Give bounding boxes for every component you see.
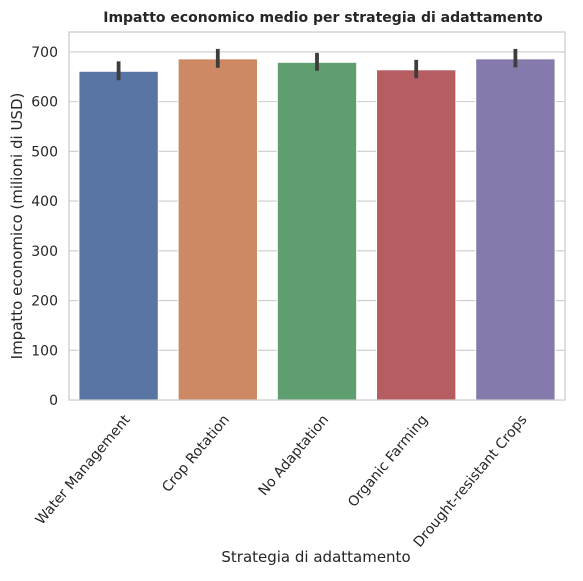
x-tick-label: No Adaptation — [256, 412, 333, 499]
y-tick-label: 400 — [31, 194, 58, 210]
bar — [78, 70, 159, 401]
bar — [376, 69, 457, 401]
x-tick-labels: Water Management Crop Rotation No Adaptati… — [33, 412, 531, 551]
bar — [177, 58, 258, 401]
x-tick-label: Crop Rotation — [159, 412, 233, 496]
y-tick-label: 500 — [31, 144, 58, 160]
y-tick-label: 300 — [31, 244, 58, 260]
x-tick-label: Drought-resistant Crops — [411, 412, 531, 550]
error-bars — [116, 48, 518, 81]
plot-frame — [68, 31, 566, 401]
y-tick-label: 700 — [31, 45, 58, 61]
y-tick-label: 0 — [49, 393, 58, 409]
x-tick-label: Organic Farming — [345, 412, 431, 510]
bar — [276, 61, 358, 401]
bar — [475, 58, 556, 401]
x-axis-label: Strategia di adattamento — [221, 548, 410, 566]
x-tick-label: Water Management — [33, 412, 134, 528]
y-tick-label: 600 — [31, 95, 58, 111]
bars — [78, 58, 556, 401]
y-tick-label: 100 — [31, 343, 58, 359]
y-tick-label: 200 — [31, 294, 58, 310]
y-axis-label: Impatto economico (milioni di USD) — [8, 93, 26, 360]
chart-title: Impatto economico medio per strategia di… — [103, 10, 543, 26]
y-tick-labels: 0 100 200 300 400 500 600 700 — [31, 45, 58, 409]
